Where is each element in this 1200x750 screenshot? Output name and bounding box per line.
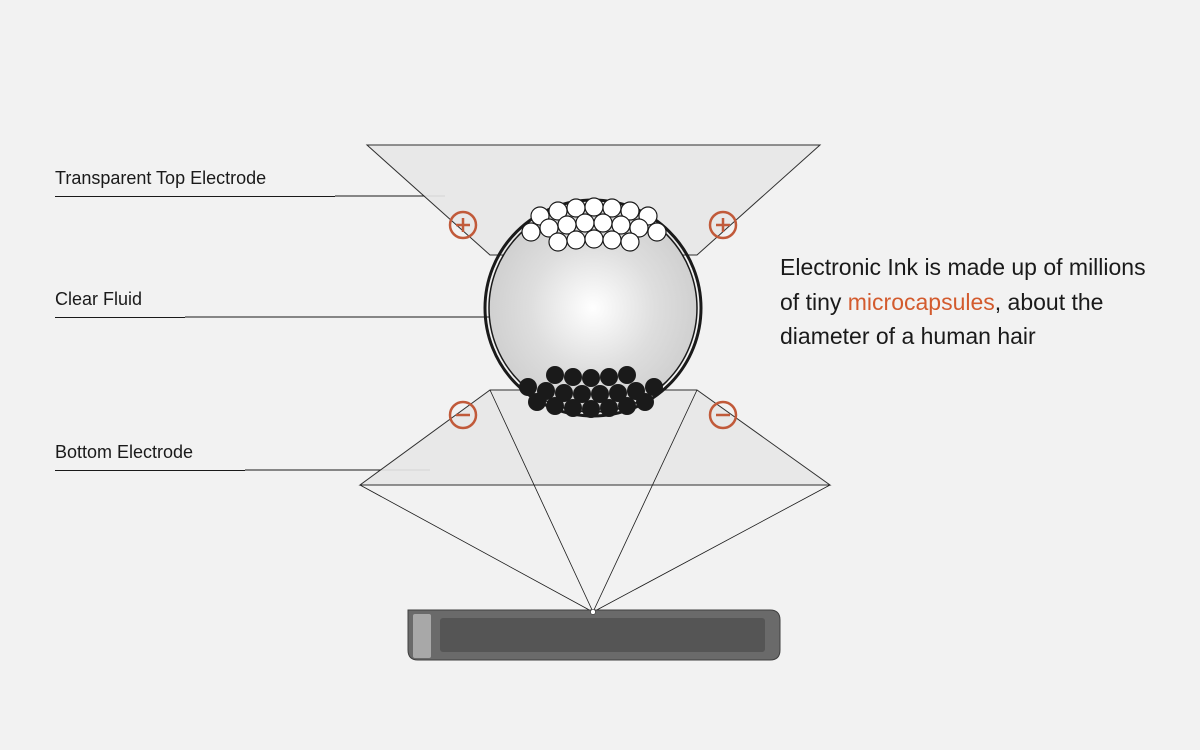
converge-line-left	[360, 485, 593, 612]
minus-icon	[450, 402, 476, 428]
top-electrode-underline	[55, 196, 335, 197]
microcapsule-fill	[489, 204, 697, 412]
black-particles	[519, 366, 663, 418]
microcapsule-outer	[485, 200, 701, 416]
bottom-electrode-shape	[360, 390, 830, 485]
plus-icon	[710, 212, 736, 238]
eink-diagram	[0, 0, 1200, 750]
clear-fluid-label: Clear Fluid	[55, 289, 142, 310]
minus-icon	[710, 402, 736, 428]
description-text: Electronic Ink is made up of millions of…	[780, 250, 1160, 354]
bottom-electrode-underline	[55, 470, 245, 471]
white-particles	[522, 198, 666, 251]
ereader-device	[408, 610, 780, 660]
top-electrode-shape	[367, 145, 820, 255]
converge-line-right	[593, 485, 830, 612]
converge-line-midright	[593, 390, 697, 612]
converge-line-midleft	[490, 390, 593, 612]
clear-fluid-underline	[55, 317, 185, 318]
desc-highlight: microcapsules	[848, 289, 995, 315]
plus-icon	[450, 212, 476, 238]
bottom-electrode-label: Bottom Electrode	[55, 442, 193, 463]
top-electrode-label: Transparent Top Electrode	[55, 168, 266, 189]
